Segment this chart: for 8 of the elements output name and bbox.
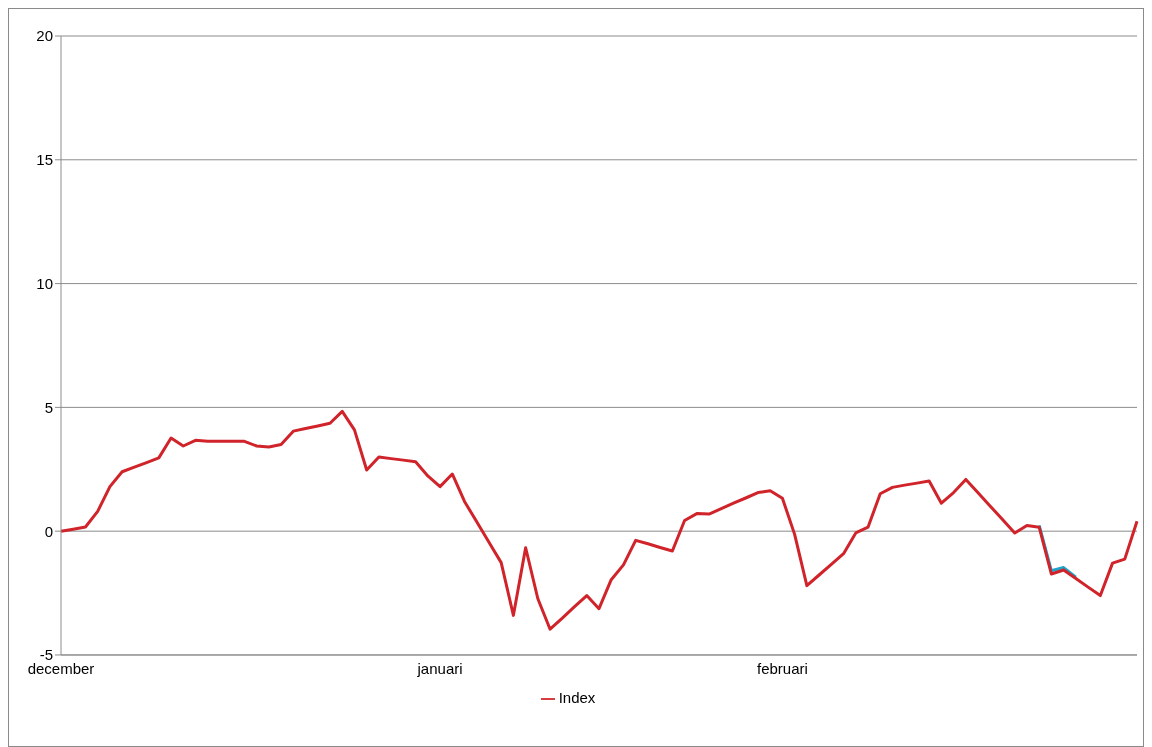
y-tick-label: 20 [36,27,53,45]
legend-label: Index [558,688,596,706]
y-tick-label: 10 [36,274,53,292]
y-tick-label: 0 [44,522,53,540]
x-tick-label: februari [756,659,808,677]
y-tick-label: 15 [36,151,53,169]
x-tick-label: januari [416,659,463,677]
y-tick-label: 5 [44,398,53,416]
